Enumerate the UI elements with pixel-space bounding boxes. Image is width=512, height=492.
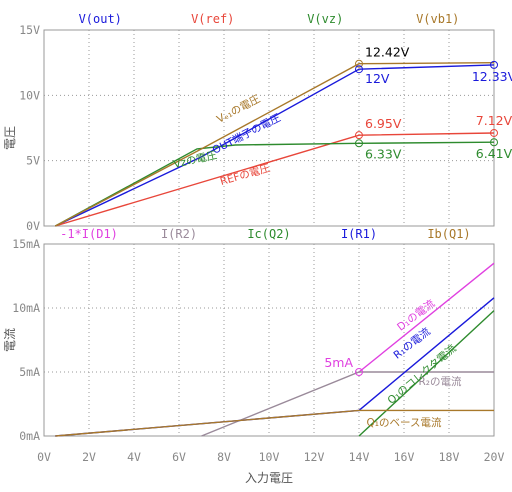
y-tick-label: 15V bbox=[19, 23, 40, 37]
bottom-y-axis-title: 電流 bbox=[3, 328, 17, 352]
current-gridlines bbox=[44, 244, 494, 436]
annotation-marker bbox=[490, 128, 498, 137]
curve-label: R₂の電流 bbox=[418, 375, 462, 388]
annotation-marker bbox=[355, 368, 363, 376]
curve-label: D₁の電流 bbox=[394, 297, 437, 334]
annotation-label: 6.95V bbox=[365, 116, 402, 131]
annotation-label: 6.33V bbox=[365, 146, 402, 161]
x-tick-label: 10V bbox=[259, 450, 280, 464]
legend-entry: Ib(Q1) bbox=[427, 227, 470, 241]
axis-tick-labels: 0V 5V 10V 15V 0mA 5mA 10mA 15mA 0V 2V 4V 6V 8V 10V 12V… bbox=[12, 23, 504, 464]
x-tick-label: 8V bbox=[217, 450, 231, 464]
annotation-label: 7.12V bbox=[476, 113, 512, 128]
series-line-V(out) bbox=[55, 64, 495, 227]
annotation-label: 12.42V bbox=[365, 45, 410, 60]
series-line-V(vz) bbox=[54, 141, 495, 227]
series-lines bbox=[54, 62, 495, 437]
curve-label: Q₁のベース電流 bbox=[367, 416, 442, 429]
x-tick-label: 4V bbox=[127, 450, 141, 464]
series-line-I(R2) bbox=[201, 371, 494, 437]
top-y-axis-title: 電圧 bbox=[3, 126, 17, 150]
legend-entry: V(ref) bbox=[191, 12, 234, 26]
legend-entry: V(vz) bbox=[307, 12, 343, 26]
annotation-label: 12V bbox=[365, 71, 390, 86]
annotation-label: 12.33V bbox=[472, 69, 512, 84]
series-line-V(ref) bbox=[55, 132, 495, 227]
annotation-label: 5mA bbox=[324, 355, 353, 370]
x-tick-label: 18V bbox=[439, 450, 460, 464]
y-tick-label: 5V bbox=[26, 154, 40, 168]
annotation-marker bbox=[355, 59, 363, 68]
series-line-Ib(Q1) bbox=[55, 409, 494, 437]
legend-entry: Ic(Q2) bbox=[247, 227, 290, 241]
legends: V(out) V(ref) V(vz) V(vb1) -1*I(D1) I(R2) Ic(Q… bbox=[60, 12, 471, 241]
y-tick-label: 0V bbox=[26, 219, 40, 233]
x-tick-label: 2V bbox=[82, 450, 96, 464]
y-tick-label: 15mA bbox=[12, 237, 40, 251]
annotation-marker bbox=[355, 131, 363, 140]
annotation-marker bbox=[355, 139, 363, 148]
annotation-markers bbox=[355, 59, 498, 376]
annotation-marker bbox=[490, 60, 498, 69]
legend-entry: -1*I(D1) bbox=[60, 227, 118, 241]
curve-label: Vₑ₁の電圧 bbox=[215, 93, 263, 126]
series-line--1*I(D1) bbox=[358, 262, 495, 373]
y-tick-label: 10V bbox=[19, 88, 40, 102]
legend-entry: I(R2) bbox=[161, 227, 197, 241]
annotation-marker bbox=[490, 138, 498, 147]
y-tick-label: 5mA bbox=[19, 365, 40, 379]
y-tick-label: 0mA bbox=[19, 429, 40, 443]
curve-label: REFの電圧 bbox=[219, 162, 272, 188]
series-line-Ic(Q2) bbox=[358, 310, 495, 437]
x-tick-label: 12V bbox=[304, 450, 325, 464]
x-tick-label: 16V bbox=[394, 450, 415, 464]
annotation-marker bbox=[355, 65, 363, 74]
legend-entry: V(vb1) bbox=[416, 12, 459, 26]
x-tick-label: 0V bbox=[37, 450, 51, 464]
legend-entry: V(out) bbox=[79, 12, 122, 26]
x-axis-title: 入力電圧 bbox=[245, 471, 293, 485]
y-tick-label: 10mA bbox=[12, 301, 40, 315]
series-line-V(vb1) bbox=[54, 62, 495, 227]
x-tick-label: 14V bbox=[349, 450, 370, 464]
annotation-label: 6.41V bbox=[476, 146, 512, 161]
x-tick-label: 20V bbox=[484, 450, 505, 464]
legend-entry: I(R1) bbox=[341, 227, 377, 241]
x-tick-label: 6V bbox=[172, 450, 186, 464]
